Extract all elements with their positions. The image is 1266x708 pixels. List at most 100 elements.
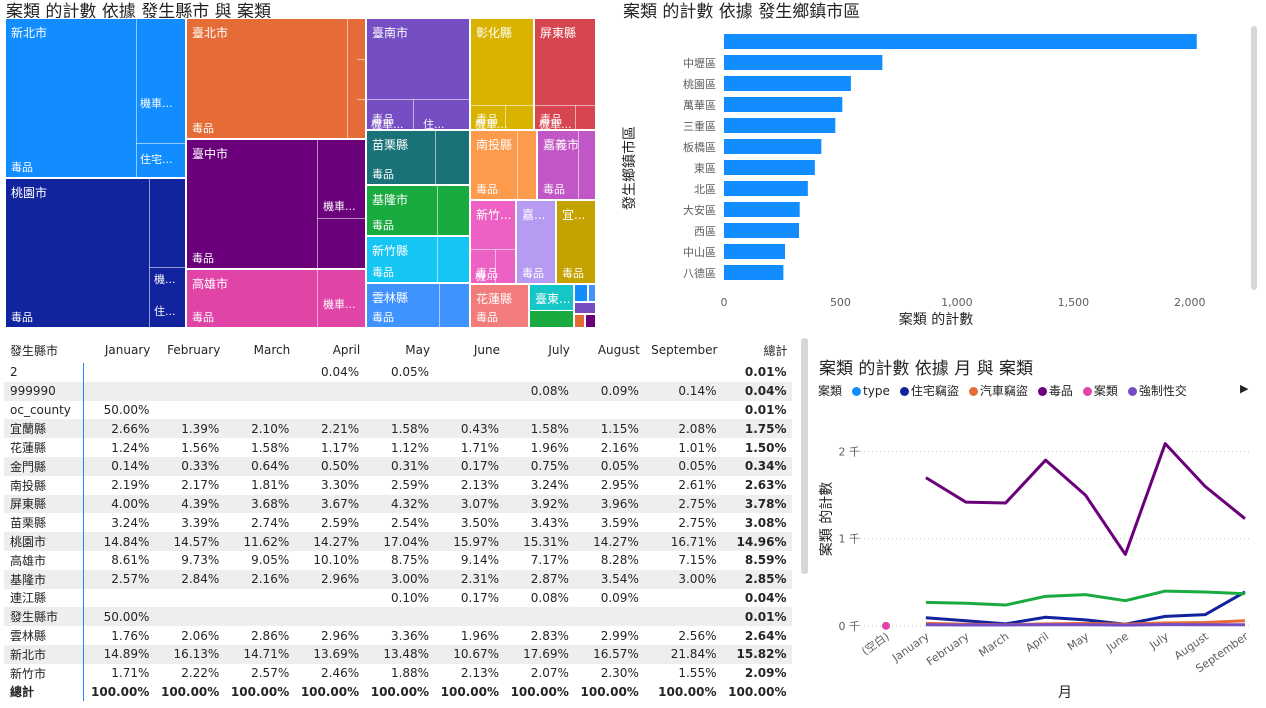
treemap-cell[interactable]: 南投縣 毒品 — [470, 130, 537, 200]
matrix-cell: 2.22% — [181, 666, 220, 681]
treemap-cell[interactable]: 基隆市 毒品 — [366, 185, 470, 236]
treemap-sub-label: 毒品 — [476, 267, 498, 280]
matrix-cell: 2.99% — [600, 628, 639, 643]
matrix-scrollbar[interactable] — [801, 338, 808, 574]
matrix-row-header: oc_county — [4, 400, 85, 420]
treemap-subdivider — [471, 105, 533, 106]
matrix-cell — [224, 607, 295, 627]
treemap-sub-label: 毒品 — [11, 311, 33, 324]
matrix-cell: 100.00% — [440, 684, 499, 699]
treemap-cell-label: 嘉義市 — [543, 138, 580, 152]
treemap-small-cell[interactable] — [574, 302, 596, 314]
matrix-column-header[interactable]: January — [104, 343, 151, 357]
matrix-cell: 13.48% — [364, 644, 435, 664]
matrix-cell: 2.63% — [744, 478, 787, 493]
matrix-column-header[interactable]: 發生縣市 — [10, 343, 59, 358]
x-tick-label: 1,000 — [941, 296, 973, 309]
matrix-column-header[interactable]: August — [597, 343, 640, 357]
matrix-cell: 0.34% — [721, 456, 792, 476]
matrix-cell: 1.50% — [744, 440, 787, 455]
matrix-column-header[interactable]: September — [651, 343, 718, 357]
treemap-cell[interactable]: 高雄市 毒品 機車... — [186, 269, 366, 328]
matrix-cell: 7.15% — [678, 553, 717, 568]
treemap-cell[interactable]: 雲林縣 毒品 — [366, 283, 470, 328]
treemap-subdivider — [136, 19, 137, 177]
matrix-cell: 3.92% — [504, 494, 574, 514]
legend-item[interactable]: 毒品 — [1032, 382, 1073, 399]
matrix-row-header: 苗栗縣 — [4, 513, 85, 533]
matrix-cell: 2.17% — [181, 478, 220, 493]
matrix-cell: 1.96% — [460, 628, 499, 643]
treemap-cell[interactable]: 臺南市 毒品 機車... 住... — [366, 18, 470, 130]
treemap-cell[interactable]: 屏東縣 毒品 機車... — [534, 18, 596, 130]
treemap-cell[interactable]: 花蓮縣 毒品 — [470, 284, 529, 328]
matrix-cell — [224, 589, 294, 608]
treemap-cell[interactable]: 新竹縣 毒品 — [366, 236, 470, 283]
matrix-cell: 3.68% — [224, 494, 295, 514]
treemap-subdivider — [413, 99, 414, 129]
matrix-cell — [154, 363, 224, 382]
treemap-cell[interactable]: 嘉義市 毒品 — [537, 130, 596, 200]
matrix-cell: 15.31% — [504, 532, 574, 551]
legend-next-arrow[interactable]: ▶ — [1240, 382, 1249, 395]
matrix-row: 屏東縣 4.00% 4.39% 3.68% 3.67% 4.32% 3.07% 3.92% 3.… — [4, 494, 792, 514]
matrix-cell: 3.50% — [460, 515, 499, 530]
treemap-cell-label: 苗栗縣 — [372, 138, 409, 152]
treemap-cell-label: 宜... — [562, 208, 586, 222]
matrix-cell — [364, 381, 435, 401]
treemap-cell[interactable]: 新竹... 毒品 機... — [470, 200, 516, 284]
legend-item[interactable]: 案類 — [1077, 382, 1118, 399]
matrix-cell: 0.08% — [504, 381, 574, 401]
matrix-row-header: 連江縣 — [4, 588, 85, 608]
treemap-small-cell[interactable] — [574, 314, 585, 328]
matrix-cell: 1.58% — [504, 419, 574, 439]
matrix-cell: 8.28% — [600, 553, 639, 568]
matrix-row-header: 桃園市 — [4, 532, 85, 551]
treemap-cell-label: 臺東... — [535, 292, 571, 306]
treemap-small-cell[interactable] — [529, 310, 574, 328]
treemap-cell[interactable]: 臺中市 毒品 機車... — [186, 139, 366, 269]
x-tick-label: April — [1023, 630, 1051, 655]
matrix-cell — [574, 401, 644, 420]
treemap-cell[interactable]: 新北市 毒品 機車... 住宅... — [5, 18, 186, 178]
bar-category-label: 中壢區 — [683, 56, 716, 70]
legend-item[interactable]: 強制性交 — [1122, 382, 1187, 399]
matrix-column-header[interactable]: April — [332, 343, 361, 357]
matrix-cell: 8.61% — [111, 553, 150, 568]
matrix-column-header[interactable]: May — [405, 343, 431, 357]
matrix-cell: 4.00% — [83, 494, 155, 514]
matrix-row-header: 基隆市 — [4, 569, 85, 589]
treemap-small-cell[interactable] — [574, 284, 588, 302]
treemap-cell[interactable]: 臺北市 毒品 — [186, 18, 366, 139]
treemap-cell[interactable]: 彰化縣 毒品 機車... — [470, 18, 534, 130]
matrix-table: 發生縣市 January February March April May June July… — [4, 337, 792, 702]
matrix-cell: 3.24% — [111, 515, 150, 530]
bar-chart-scrollbar[interactable] — [1251, 26, 1257, 290]
treemap-small-cell[interactable] — [585, 314, 596, 328]
matrix-column-header[interactable]: June — [473, 343, 500, 357]
treemap-subdivider — [357, 59, 365, 60]
matrix-cell: 11.62% — [224, 532, 295, 551]
treemap-cell[interactable]: 苗栗縣 毒品 — [366, 130, 470, 185]
bar — [724, 202, 800, 217]
bar-category-label: 中山區 — [683, 246, 716, 259]
matrix-cell: 0.05% — [390, 365, 430, 380]
matrix-column-header[interactable]: 總計 — [763, 343, 788, 358]
legend-item[interactable]: type — [846, 384, 890, 398]
matrix-cell: 17.69% — [504, 644, 574, 664]
treemap-cell[interactable]: 嘉... 毒品 — [516, 200, 556, 284]
bar-category-label: 桃園區 — [683, 77, 716, 91]
matrix-cell: 2.75% — [643, 494, 722, 514]
legend-item[interactable]: 住宅竊盜 — [894, 382, 959, 399]
matrix-column-header[interactable]: July — [548, 343, 570, 357]
matrix-cell: 8.59% — [744, 553, 787, 568]
treemap-cell[interactable]: 桃園市 毒品 機... 住... — [5, 178, 186, 328]
matrix-cell — [294, 607, 365, 627]
treemap-cell[interactable]: 宜... 毒品 — [556, 200, 596, 284]
matrix-column-header[interactable]: February — [167, 343, 221, 357]
matrix-column-header[interactable]: March — [253, 343, 291, 357]
treemap-small-cell[interactable] — [588, 284, 596, 302]
legend-item[interactable]: 汽車竊盜 — [963, 382, 1028, 399]
treemap-sub-label: 毒品 — [372, 266, 394, 279]
